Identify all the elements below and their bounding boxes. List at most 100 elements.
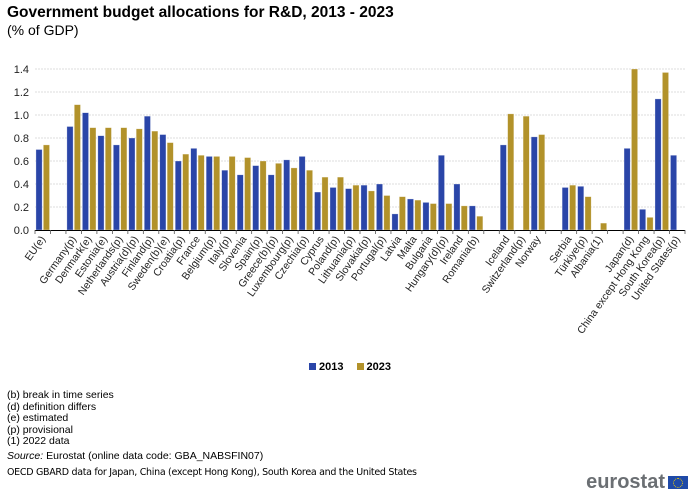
x-tick-label: EU(e)	[23, 234, 49, 263]
bar-2023	[662, 72, 669, 231]
bar-2023	[197, 154, 205, 231]
logo-text: eurostat	[586, 471, 665, 493]
bar-2013	[561, 187, 569, 231]
bar-2013	[468, 205, 476, 231]
bar-2013	[298, 156, 306, 231]
bar-2023	[569, 184, 577, 231]
footnote: (e) estimated	[7, 412, 69, 425]
bar-2013	[314, 191, 322, 231]
bar-2023	[476, 215, 484, 231]
bar-2023	[306, 169, 313, 231]
y-tick-label: 1.4	[14, 64, 29, 76]
bar-2023	[182, 153, 190, 231]
bar-2013	[391, 213, 399, 231]
bar-2023	[507, 113, 515, 231]
legend-item-2013: 2013	[308, 361, 344, 373]
legend-label: 2023	[366, 361, 392, 373]
bar-2023	[460, 205, 468, 231]
bar-2023	[228, 156, 236, 231]
source-label: Source:	[7, 450, 44, 462]
bar-2013	[252, 165, 260, 231]
bar-2013	[174, 160, 182, 231]
footnote: (1) 2022 data	[7, 435, 70, 448]
chart-title: Government budget allocations for R&D, 2…	[7, 4, 394, 21]
bar-2023	[290, 167, 298, 231]
bar-2013	[577, 186, 585, 231]
x-axis-labels: EU(e)Germany(p)Denmark(e)Estonia(e)Nethe…	[23, 233, 683, 336]
bar-2013	[190, 148, 198, 231]
bar-2013	[205, 156, 213, 231]
footnotes: (b) break in time series (d) definition …	[7, 389, 114, 448]
y-tick-label: 0.4	[14, 179, 29, 191]
bar-2023	[120, 127, 128, 231]
legend-label: 2013	[318, 361, 344, 373]
y-tick-label: 0.2	[14, 202, 29, 214]
bar-2023	[104, 127, 112, 231]
bar-2023	[398, 196, 406, 231]
bar-2013	[128, 137, 136, 231]
bar-chart: 0.0 0.2 0.4 0.6 0.8 1.0 1.2 1.4 EU(e)Germany(p)…	[14, 64, 686, 336]
legend-swatch-2023	[356, 363, 364, 370]
bar-2013	[639, 209, 647, 231]
bar-2023	[259, 160, 267, 231]
x-axis	[34, 230, 686, 234]
bar-2023	[43, 144, 50, 231]
bar-2023	[321, 176, 329, 231]
bar-2023	[213, 156, 221, 231]
bar-2013	[623, 148, 631, 231]
bar-2023	[244, 157, 252, 231]
bar-2023	[600, 222, 607, 231]
bar-2023	[538, 134, 546, 231]
bar-2013	[499, 144, 507, 231]
bar-2023	[445, 203, 453, 231]
bar-2013	[530, 136, 538, 231]
bar-2013	[345, 188, 352, 231]
eurostat-logo: eurostat	[586, 471, 688, 494]
bars	[35, 68, 677, 231]
bar-2013	[143, 115, 151, 231]
bar-2013	[113, 144, 120, 231]
bar-2023	[646, 217, 654, 231]
bar-2023	[275, 163, 282, 231]
oecd-note: OECD GBARD data for Japan, China (except…	[7, 467, 417, 478]
y-tick-label: 1.2	[14, 87, 29, 99]
source-line: Source: Eurostat (online data code: GBA_…	[7, 450, 263, 462]
chart-subtitle: (% of GDP)	[7, 22, 79, 38]
bar-2023	[166, 142, 174, 231]
bar-2013	[360, 184, 368, 231]
y-tick-label: 0.8	[14, 133, 29, 145]
bar-2023	[337, 176, 344, 231]
bar-2013	[453, 183, 461, 231]
bar-2013	[283, 159, 291, 231]
bar-2013	[97, 135, 105, 231]
bar-2023	[414, 199, 422, 231]
bar-2013	[329, 187, 337, 231]
bar-2023	[73, 104, 81, 231]
bar-2023	[368, 190, 375, 231]
bar-2023	[584, 196, 592, 231]
bar-2023	[631, 68, 638, 231]
bar-2023	[429, 203, 437, 231]
bar-2023	[522, 115, 530, 231]
legend-item-2023: 2023	[356, 361, 392, 373]
bar-2013	[438, 154, 445, 231]
bar-2023	[352, 184, 360, 231]
bar-2013	[407, 198, 414, 231]
footnote: (d) definition differs	[7, 400, 97, 413]
gridlines	[35, 68, 685, 208]
legend: 2013 2023	[0, 361, 700, 373]
y-tick-label: 1.0	[14, 110, 29, 122]
bar-2013	[159, 134, 167, 231]
bar-2013	[35, 149, 43, 231]
legend-swatch-2013	[308, 363, 316, 370]
footnote: (p) provisional	[7, 423, 73, 436]
bar-2013	[267, 174, 275, 231]
bar-2023	[135, 128, 143, 231]
bar-2023	[383, 195, 391, 231]
source-text: Eurostat (online data code: GBA_NABSFIN0…	[43, 450, 264, 462]
y-tick-label: 0.0	[14, 225, 29, 237]
bar-2013	[422, 202, 430, 231]
bar-2013	[236, 174, 244, 231]
bar-2013	[221, 169, 229, 231]
y-tick-label: 0.6	[14, 156, 29, 168]
